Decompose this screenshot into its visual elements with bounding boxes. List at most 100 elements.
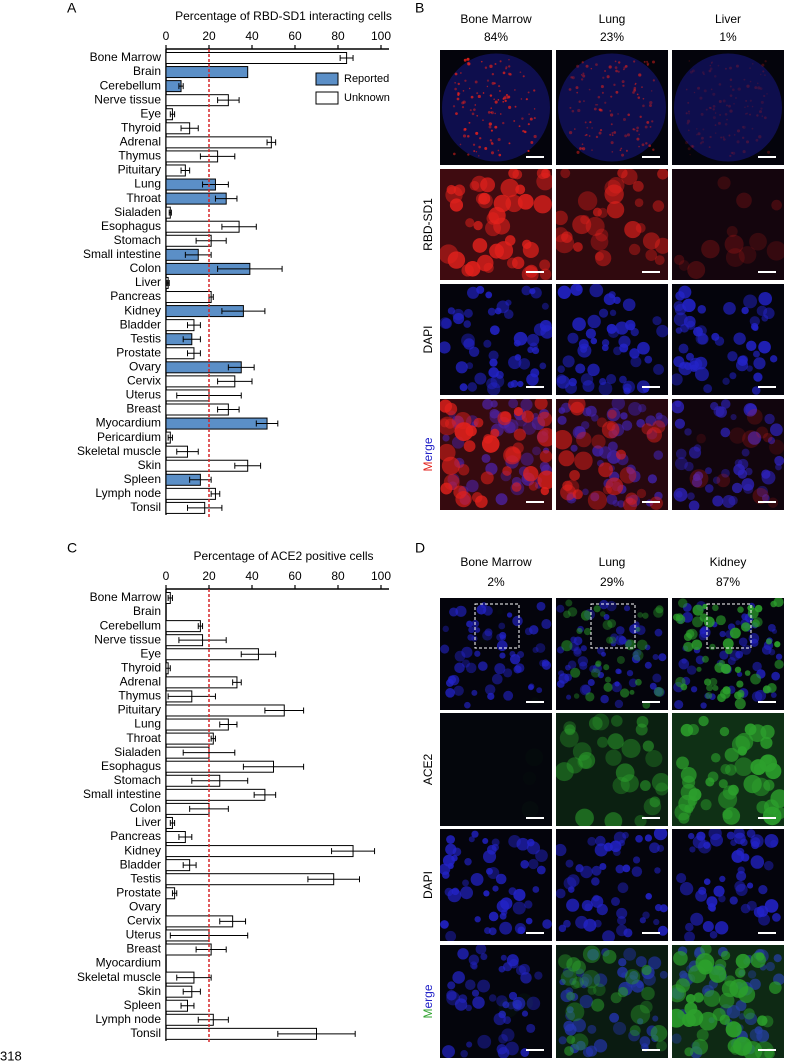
cell xyxy=(567,660,577,670)
cell xyxy=(747,607,759,619)
cell xyxy=(735,1000,747,1012)
cell xyxy=(774,641,781,648)
cell xyxy=(522,801,539,818)
cell xyxy=(709,643,716,651)
y-tick-label: Liver xyxy=(135,815,161,829)
cell xyxy=(522,75,525,78)
cell xyxy=(609,840,622,853)
tissue-core xyxy=(674,53,782,162)
cell xyxy=(566,957,581,972)
y-tick-label: Bone Marrow xyxy=(90,590,162,604)
cell xyxy=(761,645,772,655)
cell xyxy=(508,991,518,1001)
cell xyxy=(502,466,512,476)
cell xyxy=(708,106,712,109)
cell xyxy=(504,95,507,98)
cell xyxy=(585,216,605,236)
cell xyxy=(485,291,493,299)
micrograph xyxy=(440,284,552,395)
cell xyxy=(719,113,722,116)
cell xyxy=(687,492,695,501)
cell xyxy=(463,58,467,62)
cell xyxy=(652,673,662,683)
cell xyxy=(563,610,571,619)
legend-label: Unknown xyxy=(344,92,390,104)
cell xyxy=(601,651,606,657)
cell xyxy=(491,838,500,847)
cell xyxy=(603,682,613,692)
cell xyxy=(481,453,491,463)
cell xyxy=(475,131,479,135)
cell xyxy=(629,689,635,695)
cell xyxy=(638,145,640,148)
cell xyxy=(749,67,751,70)
cell xyxy=(611,131,614,134)
cell xyxy=(508,169,519,179)
cell xyxy=(564,724,576,736)
cell xyxy=(485,867,493,875)
cell xyxy=(722,638,734,650)
cell xyxy=(471,963,478,970)
cell xyxy=(541,660,552,670)
cell xyxy=(575,285,582,292)
cell xyxy=(680,683,688,691)
cell xyxy=(733,133,736,136)
cell xyxy=(646,120,650,124)
cell xyxy=(648,144,651,148)
cell xyxy=(632,856,641,864)
cell xyxy=(718,100,722,104)
cell xyxy=(622,864,631,873)
cell xyxy=(475,495,488,508)
cell xyxy=(697,132,701,136)
error-bar xyxy=(167,693,216,700)
error-bar xyxy=(219,918,247,925)
cell xyxy=(487,382,501,395)
cell xyxy=(533,195,552,214)
cell xyxy=(611,715,623,727)
cell xyxy=(628,678,638,688)
cell xyxy=(483,339,492,348)
cell xyxy=(760,107,763,110)
cell xyxy=(597,736,609,748)
error-bar xyxy=(176,974,212,981)
y-tick-label: Ovary xyxy=(129,899,161,913)
cell xyxy=(643,973,656,986)
cell xyxy=(703,990,721,1007)
cell xyxy=(521,117,524,120)
cell xyxy=(743,294,758,309)
cell xyxy=(462,90,465,92)
cell xyxy=(635,626,641,632)
cell xyxy=(480,177,496,193)
cell xyxy=(625,639,636,651)
cell xyxy=(638,404,647,413)
cell xyxy=(592,894,600,902)
error-bar xyxy=(255,420,279,427)
cell xyxy=(474,627,481,633)
cell xyxy=(754,86,758,90)
error-bar xyxy=(182,988,201,995)
cell xyxy=(599,863,607,870)
cell xyxy=(559,978,566,986)
cell xyxy=(626,133,631,137)
cell xyxy=(756,82,759,85)
error-bar xyxy=(180,125,199,132)
cell xyxy=(595,835,606,847)
cell xyxy=(647,474,658,484)
cell xyxy=(489,139,493,142)
cell xyxy=(620,688,630,698)
cell xyxy=(489,94,493,97)
cell xyxy=(672,1033,682,1044)
cell xyxy=(729,896,738,905)
cell xyxy=(536,172,552,191)
cell xyxy=(571,76,575,80)
cell xyxy=(574,451,593,471)
cell xyxy=(722,136,725,139)
cell xyxy=(466,479,479,493)
cell xyxy=(584,903,593,912)
y-tick-label: Thymus xyxy=(118,689,161,703)
column-percentage: 23% xyxy=(600,30,624,44)
cell xyxy=(725,248,745,268)
row-label: Merge xyxy=(421,437,435,471)
cell xyxy=(635,834,643,843)
cell xyxy=(696,1028,709,1041)
